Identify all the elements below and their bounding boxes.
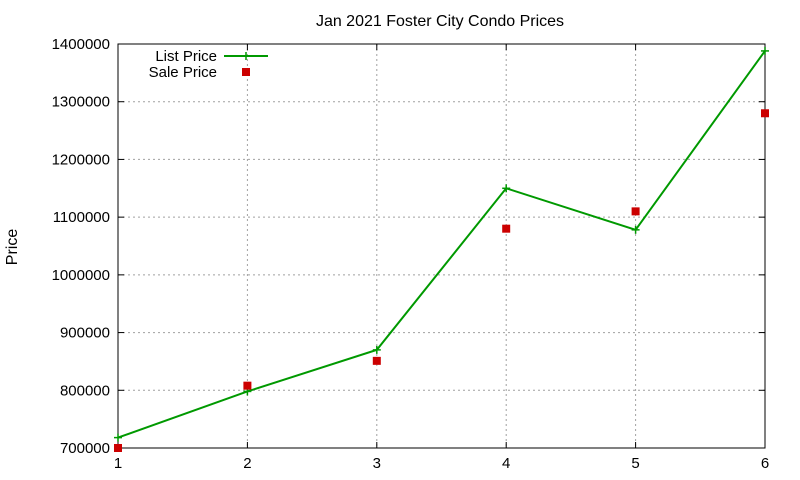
chart-title: Jan 2021 Foster City Condo Prices <box>316 13 564 30</box>
series-sale-price <box>114 109 769 452</box>
series-layer <box>114 46 769 452</box>
series-line <box>117 50 766 439</box>
axis-ticks: 1 2 3 4 5 6 700000 800000 900000 1000000 1100000 12… <box>52 36 770 472</box>
y-tick-label: 800000 <box>60 382 110 399</box>
x-tick-label: 4 <box>502 455 510 472</box>
data-point <box>372 356 381 365</box>
data-point <box>114 444 122 452</box>
data-point <box>114 433 122 442</box>
plot-frame <box>117 43 766 449</box>
data-point <box>243 381 252 390</box>
data-point <box>631 207 640 216</box>
data-point <box>372 345 381 354</box>
series-list-price <box>114 46 769 442</box>
y-tick-label: 900000 <box>60 325 110 342</box>
legend-marker <box>242 52 250 60</box>
legend-marker <box>242 68 250 76</box>
y-tick-label: 1000000 <box>52 267 110 284</box>
data-point <box>631 225 640 234</box>
x-tick-label: 2 <box>243 455 251 472</box>
y-tick-label: 1200000 <box>52 151 110 168</box>
x-tick-label: 5 <box>631 455 639 472</box>
x-tick-label: 3 <box>373 455 381 472</box>
y-tick-label: 1100000 <box>53 209 110 226</box>
y-tick-label: 1300000 <box>52 94 110 111</box>
grid <box>118 44 765 448</box>
y-tick-label: 1400000 <box>52 36 110 53</box>
y-axis-label: Price <box>4 229 21 266</box>
legend-label: Sale Price <box>149 64 217 81</box>
x-tick-label: 1 <box>114 455 122 472</box>
legend-label: List Price <box>155 48 217 65</box>
data-point <box>502 184 511 193</box>
data-point <box>761 46 769 55</box>
data-point <box>502 224 511 233</box>
x-tick-label: 6 <box>761 455 769 472</box>
data-point <box>761 109 769 118</box>
y-tick-label: 700000 <box>60 440 110 457</box>
